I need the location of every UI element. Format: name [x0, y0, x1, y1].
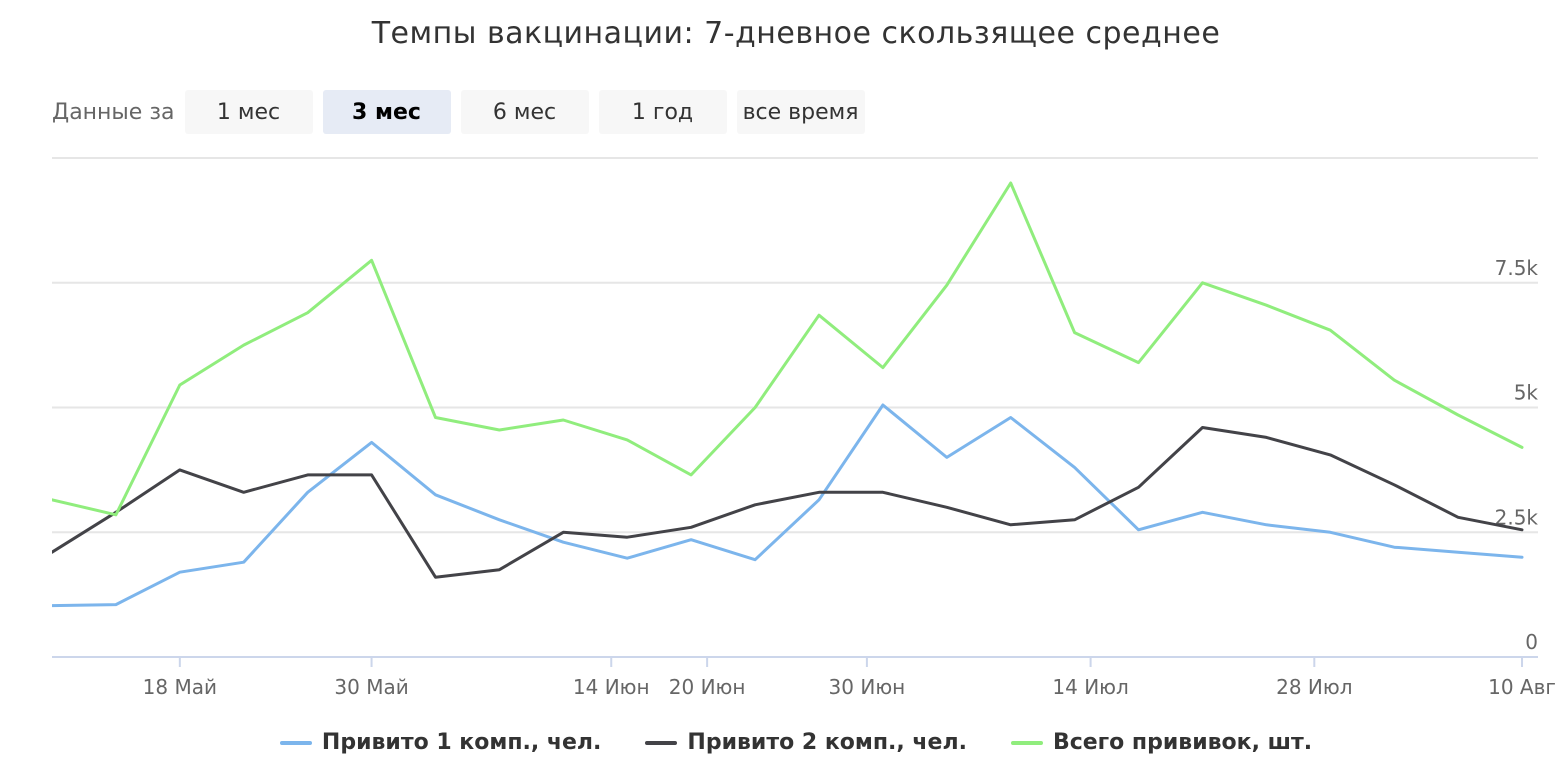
range-button-1-year[interactable]: 1 год: [598, 90, 727, 134]
legend-item-total[interactable]: Всего прививок, шт.: [1010, 730, 1313, 755]
range-button-all-time[interactable]: все время: [736, 90, 865, 134]
series-layer: [52, 181, 1524, 608]
series-line-total: [52, 181, 1524, 517]
range-selector: Данные за 1 мес 3 мес 6 мес 1 год все вр…: [52, 90, 875, 134]
x-tick-label: 14 Июл: [1052, 675, 1128, 699]
legend-swatch-total: [1010, 740, 1043, 745]
grid-lines: [52, 157, 1538, 534]
legend-label-dose1: Привито 1 комп., чел.: [321, 730, 602, 755]
chart-title: Темпы вакцинации: 7-дневное скользящее с…: [371, 16, 1221, 51]
series-line-dose1: [52, 403, 1524, 608]
legend-swatch-dose2: [645, 740, 678, 745]
legend-label-total: Всего прививок, шт.: [1052, 730, 1313, 755]
x-tick-label: 18 Май: [143, 675, 217, 699]
y-tick-label: 0: [1525, 630, 1538, 654]
legend-label-dose2: Привито 2 комп., чел.: [687, 730, 967, 755]
x-tick-label: 20 Июн: [669, 675, 746, 699]
range-label: Данные за: [52, 99, 175, 125]
y-tick-label: 5k: [1514, 381, 1539, 405]
legend-swatch-dose1: [279, 740, 312, 745]
x-tick-label: 14 Июн: [573, 675, 650, 699]
range-button-1-month[interactable]: 1 мес: [184, 90, 313, 134]
legend-item-dose2[interactable]: Привито 2 комп., чел.: [645, 730, 967, 755]
legend-item-dose1[interactable]: Привито 1 комп., чел.: [279, 730, 602, 755]
x-tick-label: 30 Июн: [829, 675, 906, 699]
x-tick-label: 10 Авг: [1488, 675, 1556, 699]
series-line-dose2: [52, 426, 1524, 579]
legend: Привито 1 комп., чел. Привито 2 комп., ч…: [0, 730, 1556, 755]
range-button-3-months[interactable]: 3 мес: [322, 90, 451, 134]
range-button-6-months[interactable]: 6 мес: [460, 90, 589, 134]
y-tick-label: 7.5k: [1495, 256, 1539, 280]
x-axis: 18 Май 30 Май 14 Июн 20 Июн 30 Июн 14 Июл 28 И…: [52, 656, 1556, 699]
x-tick-label: 28 Июл: [1276, 675, 1352, 699]
x-tick-label: 30 Май: [334, 675, 408, 699]
